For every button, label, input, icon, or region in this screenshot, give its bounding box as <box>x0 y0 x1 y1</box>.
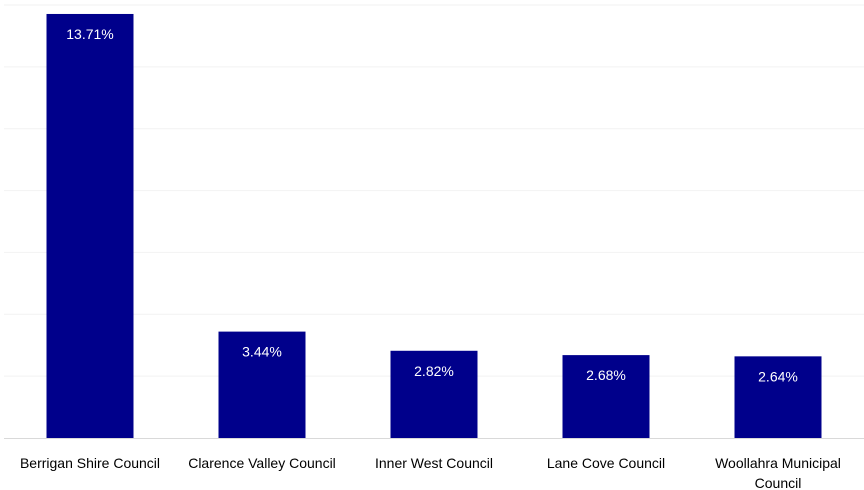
bar <box>390 350 478 438</box>
bar <box>562 355 650 438</box>
category-label: Berrigan Shire Council <box>20 455 160 471</box>
category-labels: Berrigan Shire Council Clarence Valley Co… <box>20 455 841 490</box>
bars <box>46 13 822 438</box>
category-label: Lane Cove Council <box>547 455 665 471</box>
data-label: 2.68% <box>586 367 626 383</box>
bar <box>46 13 134 438</box>
category-label: Inner West Council <box>375 455 493 471</box>
category-label: Clarence Valley Council <box>188 455 336 471</box>
gridlines <box>4 4 864 377</box>
data-labels: 13.71% 3.44% 2.82% 2.68% 2.64% <box>66 26 798 384</box>
data-label: 13.71% <box>66 26 113 42</box>
bar <box>218 331 306 438</box>
data-label: 3.44% <box>242 344 282 360</box>
data-label: 2.64% <box>758 368 798 384</box>
bar <box>734 356 822 438</box>
category-label: Woollahra Municipal Council <box>715 455 841 490</box>
data-label: 2.82% <box>414 363 454 379</box>
